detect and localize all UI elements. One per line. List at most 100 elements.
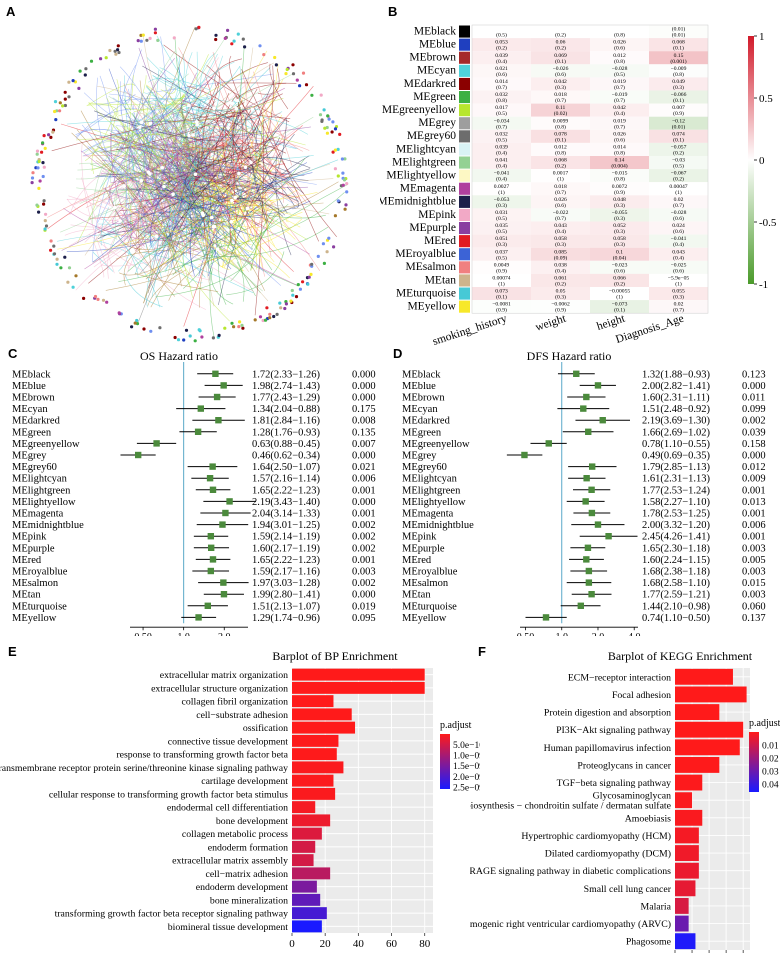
- network-edge: [199, 241, 215, 308]
- enrichment-bar: [292, 854, 314, 867]
- heatmap-corr-label: 0.048: [613, 197, 626, 203]
- network-node: [336, 147, 340, 151]
- heatmap-row-label: MEmidnightblue: [380, 196, 456, 208]
- heatmap-cell: [649, 38, 708, 52]
- network-edge: [202, 158, 306, 252]
- hub-node: [187, 103, 191, 108]
- hr-point: [195, 614, 202, 621]
- hr-ci-label: 1.81(2.84−1.16): [252, 416, 321, 427]
- network-node: [278, 301, 282, 305]
- barplot-category-label: collagen metabolic process: [182, 829, 288, 840]
- hr-ci-label: 1.58(2.27−1.10): [642, 497, 711, 508]
- heatmap-pval-label: (0.3): [673, 294, 684, 301]
- heatmap-corr-label: −0.022: [553, 210, 569, 216]
- heatmap-cell: [590, 116, 649, 130]
- bp-enrichment-barplot: Barplot of BP Enrichment extracellular ma…: [0, 649, 480, 950]
- network-node: [309, 272, 313, 276]
- heatmap-cell: [531, 90, 590, 104]
- network-node: [284, 302, 288, 306]
- hub-node: [237, 171, 241, 176]
- forest-row-label: MEmagenta: [12, 509, 64, 520]
- heatmap-corr-label: −0.026: [553, 66, 569, 72]
- heatmap-pval-label: (0.02): [554, 110, 568, 117]
- heatmap-corr-label: 0.085: [554, 249, 567, 255]
- network-node: [35, 203, 39, 207]
- hr-ci-label: 1.60(2.31−1.11): [642, 393, 710, 404]
- network-edge: [194, 145, 262, 168]
- heatmap-pval-label: (0.3): [614, 228, 625, 235]
- heatmap-corr-label: 0.014: [613, 145, 626, 151]
- network-edge: [205, 151, 254, 236]
- network-edge: [125, 180, 169, 219]
- network-edge: [63, 208, 173, 241]
- network-node: [265, 306, 269, 310]
- hub-node: [193, 172, 198, 176]
- hr-ci-label: 1.77(2.43−1.29): [252, 393, 321, 404]
- network-edge: [93, 110, 225, 142]
- network-node: [30, 176, 35, 180]
- p-value-label: 0.158: [742, 439, 766, 450]
- heatmap-corr-label: 0.068: [672, 40, 685, 46]
- heatmap-pval-label: (0.4): [673, 254, 684, 261]
- forest-x-tick-label: 1.0: [177, 632, 190, 636]
- network-edge: [166, 55, 180, 109]
- network-edge: [256, 218, 303, 247]
- heatmap-corr-label: −0.009: [671, 66, 687, 72]
- network-edge: [201, 82, 219, 163]
- heatmap-row-label: MEbrown: [409, 52, 456, 64]
- forest-row-label: MEpink: [402, 532, 437, 543]
- hr-ci-label: 0.46(0.62−0.34): [252, 451, 321, 462]
- heatmap-corr-label: 0.074: [672, 131, 685, 137]
- heatmap-pval-label: (0.4): [496, 163, 507, 170]
- hub-node: [235, 98, 240, 103]
- network-edge: [123, 247, 142, 286]
- heatmap-pval-label: (0.4): [496, 176, 507, 183]
- network-edge: [123, 198, 203, 222]
- heatmap-corr-label: 0.024: [672, 223, 685, 229]
- p-value-label: 0.001: [742, 532, 766, 543]
- network-node: [74, 274, 78, 278]
- network-edge: [139, 76, 255, 197]
- enrichment-bar: [292, 827, 322, 840]
- network-edge: [169, 131, 247, 178]
- forest-row-label: MEcyan: [402, 404, 438, 415]
- network-node: [232, 39, 236, 43]
- x-tick-label: 20: [320, 938, 332, 950]
- forest-row-label: MEblack: [402, 369, 441, 380]
- forest-x-tick-label: 0.50: [517, 632, 535, 636]
- p-value-label: 0.123: [742, 369, 766, 380]
- enrichment-bar: [675, 774, 703, 791]
- barplot-category-label: bone mineralization: [210, 895, 288, 906]
- network-edge: [186, 66, 241, 112]
- heatmap-pval-label: (0.5): [673, 163, 684, 170]
- network-edge: [141, 108, 196, 121]
- network-node: [241, 37, 245, 41]
- hr-point: [209, 556, 217, 563]
- forest-x-tick-label: 0.50: [134, 632, 152, 636]
- network-node: [322, 108, 326, 112]
- heatmap-pval-label: (0.09): [554, 254, 568, 261]
- network-node: [141, 33, 145, 37]
- p-value-label: 0.039: [742, 427, 766, 438]
- p-value-label: 0.013: [742, 497, 766, 508]
- heatmap-pval-label: (0.3): [614, 241, 625, 248]
- heatmap-cell: [590, 103, 649, 117]
- network-node: [41, 141, 45, 145]
- network-node: [338, 132, 342, 136]
- network-node: [153, 27, 157, 31]
- module-color-swatch: [459, 195, 470, 208]
- network-node: [173, 335, 177, 340]
- heatmap-corr-label: 0.073: [495, 289, 508, 295]
- enrichment-bar: [675, 933, 696, 950]
- network-edge: [93, 240, 149, 266]
- heatmap-cell: [531, 208, 590, 222]
- network-node: [237, 325, 241, 329]
- hub-node: [160, 166, 164, 170]
- enrichment-bar: [675, 862, 699, 879]
- network-node: [104, 56, 108, 60]
- hr-ci-label: 2.04(3.14−1.33): [252, 509, 321, 520]
- network-edge: [244, 156, 271, 172]
- heatmap-cell: [649, 260, 708, 274]
- x-tick-label: 80: [419, 938, 431, 950]
- network-node: [340, 157, 344, 161]
